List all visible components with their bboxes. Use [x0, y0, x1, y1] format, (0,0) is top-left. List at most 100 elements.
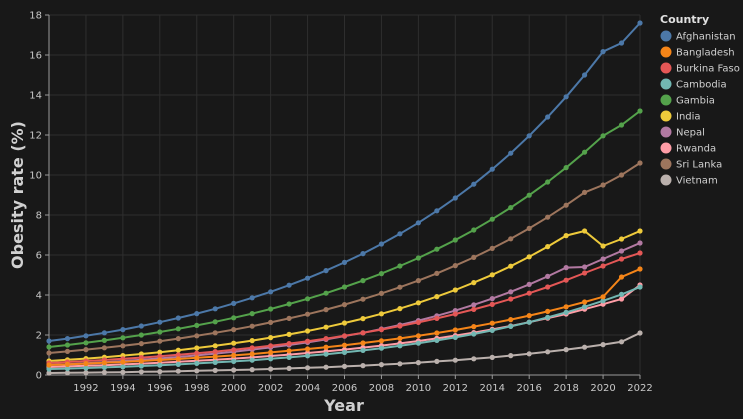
data-point-india [249, 338, 255, 344]
data-point-sri-lanka [563, 202, 569, 208]
y-tick-label: 10 [29, 171, 42, 182]
data-point-india [415, 300, 421, 306]
data-point-afghanistan [175, 315, 181, 321]
data-point-burkina-faso [471, 306, 477, 312]
data-point-gambia [64, 342, 71, 348]
data-point-vietnam [341, 363, 348, 369]
data-point-sri-lanka [286, 315, 292, 321]
x-tick-label: 1998 [184, 383, 209, 394]
data-point-sri-lanka [415, 278, 421, 284]
data-point-bangladesh [452, 327, 458, 333]
data-point-burkina-faso [452, 311, 458, 317]
data-point-vietnam [489, 354, 495, 360]
legend-label-afghanistan: Afghanistan [676, 32, 736, 43]
data-point-sri-lanka [341, 302, 348, 308]
x-tick-label: 2018 [553, 383, 578, 394]
data-point-afghanistan [101, 330, 108, 336]
data-point-nepal [637, 240, 643, 246]
data-point-nepal [581, 264, 588, 270]
data-point-cambodia [46, 366, 52, 372]
data-point-burkina-faso [378, 327, 385, 333]
data-point-cambodia [563, 309, 569, 315]
data-point-cambodia [194, 360, 200, 366]
legend-label-nepal: Nepal [676, 128, 705, 139]
data-point-burkina-faso [341, 333, 348, 339]
data-point-sri-lanka [618, 172, 625, 178]
data-point-afghanistan [304, 275, 311, 281]
legend-label-rwanda: Rwanda [676, 144, 716, 155]
data-point-afghanistan [138, 323, 144, 329]
y-tick-label: 16 [29, 51, 42, 62]
data-point-gambia [46, 344, 52, 350]
data-point-cambodia [397, 343, 403, 349]
data-point-cambodia [471, 331, 477, 337]
data-point-nepal [526, 281, 532, 287]
data-point-gambia [249, 311, 255, 317]
data-point-burkina-faso [304, 338, 311, 344]
data-point-india [323, 324, 329, 330]
data-point-burkina-faso [526, 290, 532, 296]
data-point-sri-lanka [397, 284, 403, 290]
data-point-nepal [545, 273, 551, 279]
data-point-india [637, 228, 643, 234]
data-point-burkina-faso [563, 277, 569, 283]
data-point-burkina-faso [286, 341, 292, 347]
data-point-sri-lanka [231, 327, 237, 333]
data-point-sri-lanka [64, 348, 71, 354]
data-point-gambia [323, 290, 329, 296]
data-point-bangladesh [212, 354, 218, 360]
data-point-sri-lanka [637, 160, 643, 166]
data-point-cambodia [101, 364, 108, 370]
y-tick-label: 18 [29, 11, 42, 22]
data-point-burkina-faso [175, 352, 181, 358]
data-point-afghanistan [157, 319, 163, 325]
data-point-sri-lanka [471, 254, 477, 260]
data-point-gambia [286, 301, 292, 307]
data-point-afghanistan [286, 282, 292, 288]
data-point-bangladesh [120, 359, 126, 365]
legend-swatch-vietnam [660, 174, 672, 186]
data-point-bangladesh [138, 358, 144, 364]
data-point-vietnam [46, 370, 52, 376]
data-point-cambodia [212, 359, 218, 365]
x-tick-label: 2016 [516, 383, 541, 394]
data-point-vietnam [545, 349, 551, 355]
data-point-vietnam [323, 364, 329, 370]
data-point-afghanistan [46, 338, 52, 344]
data-point-burkina-faso [434, 315, 440, 321]
data-point-india [508, 263, 514, 269]
data-point-india [378, 311, 385, 317]
data-point-india [157, 349, 163, 355]
data-point-gambia [489, 216, 495, 222]
data-point-vietnam [618, 339, 625, 345]
data-point-gambia [637, 108, 643, 114]
data-point-vietnam [471, 356, 477, 362]
data-point-sri-lanka [46, 350, 52, 356]
data-point-gambia [415, 255, 421, 261]
data-point-sri-lanka [268, 319, 274, 325]
data-point-cambodia [175, 361, 181, 367]
data-point-india [175, 347, 181, 353]
data-point-bangladesh [83, 361, 89, 367]
data-point-afghanistan [618, 40, 625, 46]
data-point-vietnam [101, 369, 108, 375]
data-point-sri-lanka [434, 270, 440, 276]
data-point-sri-lanka [212, 330, 218, 336]
data-point-bangladesh [101, 360, 108, 366]
data-point-afghanistan [526, 133, 532, 139]
data-point-vietnam [434, 358, 440, 364]
x-tick-label: 2000 [221, 383, 246, 394]
data-point-sri-lanka [508, 236, 514, 242]
data-point-afghanistan [545, 114, 551, 120]
data-point-afghanistan [249, 295, 255, 301]
data-point-afghanistan [360, 251, 366, 257]
data-point-sri-lanka [545, 214, 551, 220]
data-point-india [212, 343, 218, 349]
data-point-gambia [304, 296, 311, 302]
data-point-india [471, 280, 477, 286]
data-point-nepal [563, 265, 569, 271]
data-point-burkina-faso [212, 349, 218, 355]
data-point-afghanistan [323, 268, 329, 274]
data-point-afghanistan [600, 49, 606, 55]
